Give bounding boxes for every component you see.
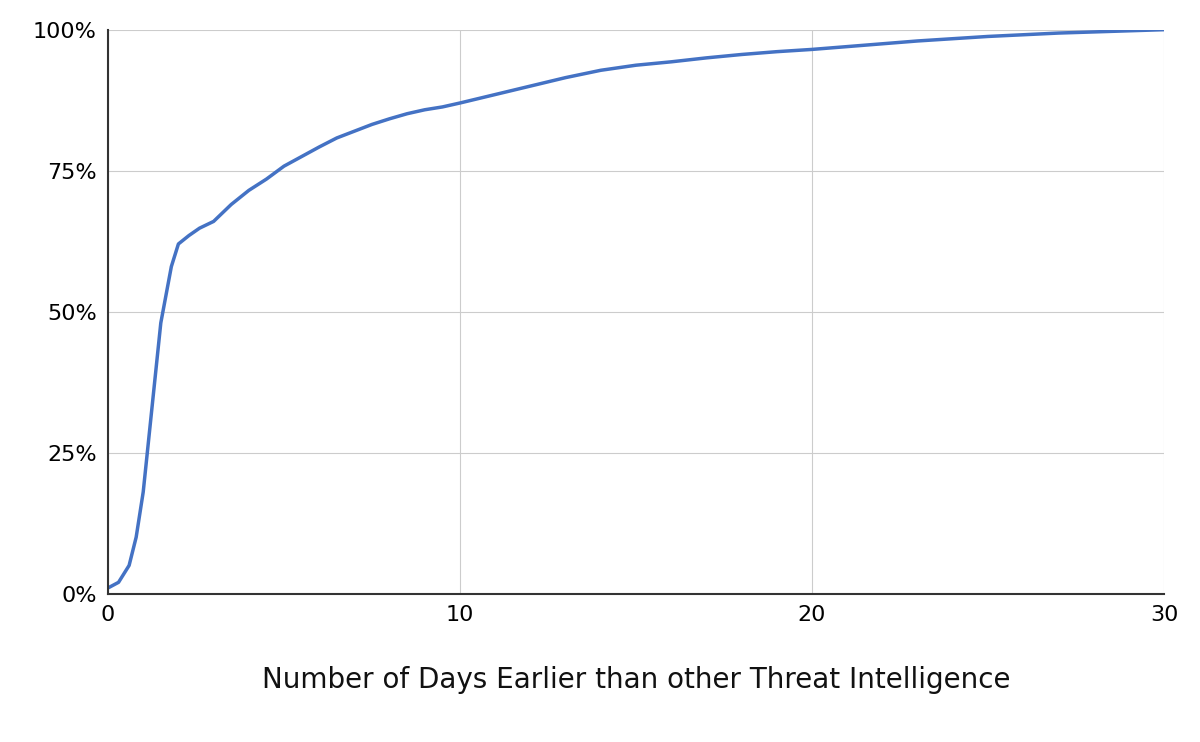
X-axis label: Number of Days Earlier than other Threat Intelligence: Number of Days Earlier than other Threat…: [262, 666, 1010, 695]
